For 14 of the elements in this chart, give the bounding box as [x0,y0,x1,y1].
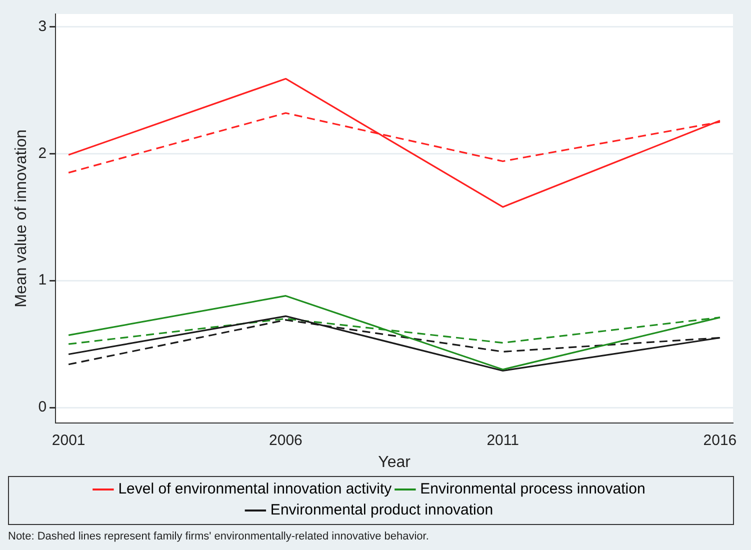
y-tick-label: 2 [38,144,47,162]
x-tick-label: 2001 [52,432,86,449]
y-tick-label: 0 [38,398,47,416]
x-tick-label: 2006 [269,432,302,449]
x-tick-label: 2016 [703,432,737,449]
legend-label: Level of environmental innovation activity [118,480,392,498]
x-axis-title: Year [378,454,412,471]
y-tick-label: 3 [38,18,47,35]
text: Note: Dashed lines represent family firms' environmentally-related innovative behavior. [8,530,429,543]
y-axis-title: Mean value of innovation [13,129,30,308]
legend-label: Environmental process innovation [420,480,646,498]
y-tick-label: 1 [38,272,47,289]
x-tick-label: 2011 [486,432,519,449]
legend-label: Environmental product innovation [270,502,494,519]
